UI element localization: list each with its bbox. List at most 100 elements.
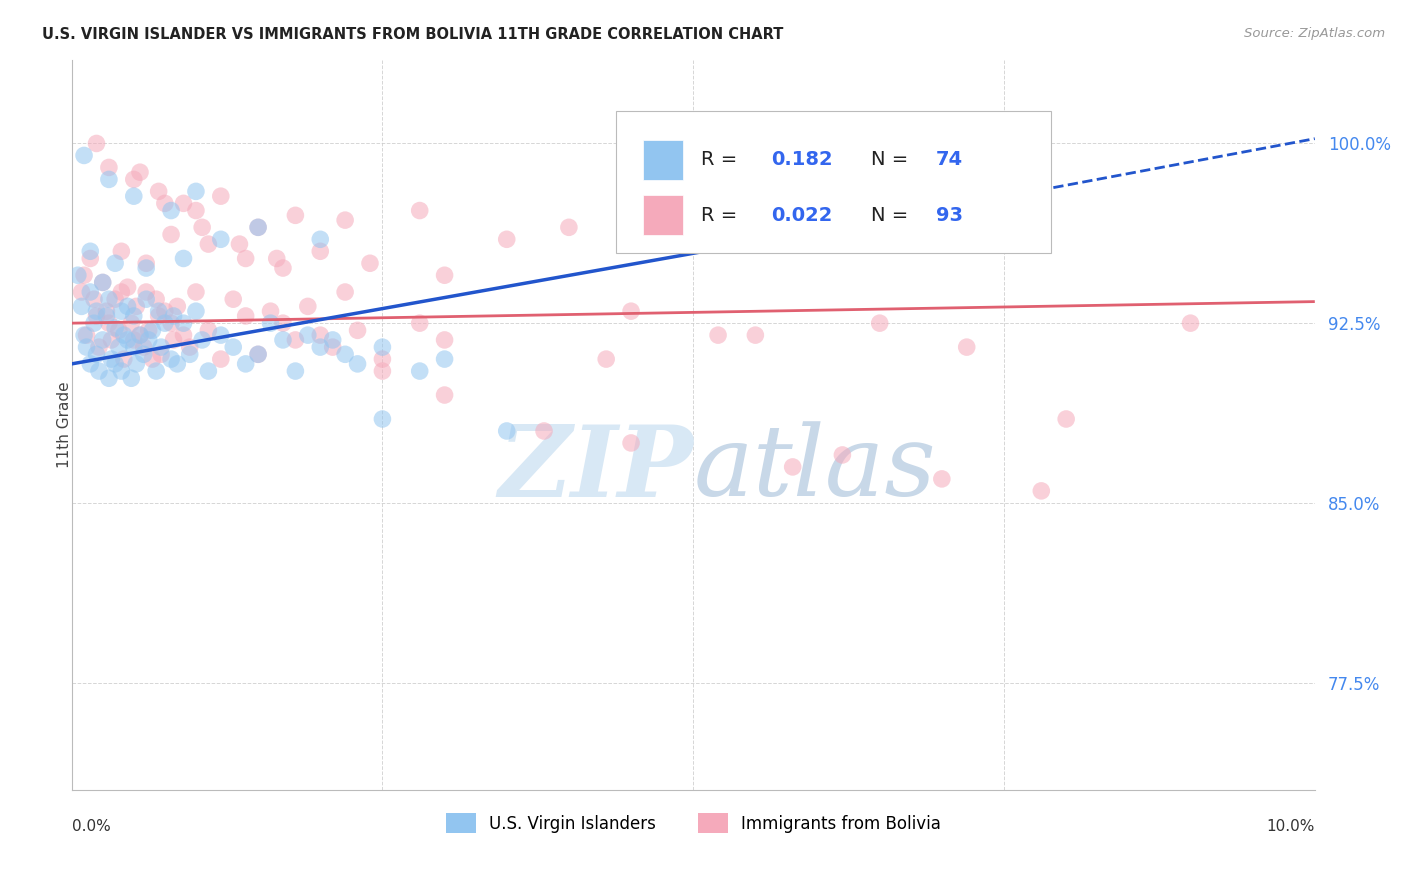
Point	[235, 252, 257, 266]
Point	[184, 185, 207, 199]
Point	[86, 347, 108, 361]
Point	[1031, 483, 1053, 498]
Point	[371, 340, 394, 354]
Point	[141, 323, 163, 337]
Text: U.S. VIRGIN ISLANDER VS IMMIGRANTS FROM BOLIVIA 11TH GRADE CORRELATION CHART: U.S. VIRGIN ISLANDER VS IMMIGRANTS FROM …	[42, 27, 783, 42]
Point	[112, 352, 135, 367]
Point	[346, 323, 368, 337]
Point	[284, 364, 307, 378]
Text: 93: 93	[935, 206, 963, 225]
Text: N =: N =	[870, 206, 914, 225]
Text: Source: ZipAtlas.com: Source: ZipAtlas.com	[1244, 27, 1385, 40]
Point	[322, 333, 344, 347]
Point	[371, 364, 394, 378]
Point	[110, 285, 132, 299]
Point	[135, 261, 157, 276]
Point	[135, 285, 157, 299]
Point	[70, 299, 93, 313]
Point	[162, 309, 184, 323]
Point	[160, 203, 183, 218]
Point	[209, 189, 232, 203]
Point	[91, 333, 114, 347]
Point	[166, 357, 188, 371]
Point	[132, 347, 155, 361]
Point	[409, 316, 432, 330]
Point	[138, 333, 160, 347]
Point	[100, 352, 122, 367]
Text: R =: R =	[700, 206, 744, 225]
Point	[97, 371, 120, 385]
Point	[184, 304, 207, 318]
Point	[495, 232, 517, 246]
Point	[173, 328, 195, 343]
Point	[73, 148, 96, 162]
Point	[782, 459, 804, 474]
Legend: U.S. Virgin Islanders, Immigrants from Bolivia: U.S. Virgin Islanders, Immigrants from B…	[446, 813, 941, 833]
Point	[117, 333, 139, 347]
Point	[83, 316, 105, 330]
Text: 0.182: 0.182	[772, 150, 834, 169]
Point	[247, 220, 270, 235]
Point	[409, 203, 432, 218]
Point	[309, 244, 332, 259]
Point	[322, 340, 344, 354]
Point	[83, 292, 105, 306]
Point	[433, 352, 456, 367]
Point	[141, 352, 163, 367]
Text: 74: 74	[935, 150, 963, 169]
Point	[150, 347, 173, 361]
Point	[359, 256, 381, 270]
Point	[79, 357, 101, 371]
Point	[160, 316, 183, 330]
Point	[117, 280, 139, 294]
Point	[97, 161, 120, 175]
Point	[100, 333, 122, 347]
Point	[191, 220, 214, 235]
Point	[73, 328, 96, 343]
Text: ZIP: ZIP	[498, 421, 693, 517]
Point	[433, 268, 456, 283]
Point	[209, 328, 232, 343]
Point	[122, 172, 145, 186]
Point	[87, 364, 110, 378]
Point	[96, 304, 118, 318]
Text: 10.0%: 10.0%	[1267, 819, 1315, 834]
Point	[707, 328, 730, 343]
Point	[184, 203, 207, 218]
Point	[148, 304, 170, 318]
Point	[66, 268, 89, 283]
Point	[110, 364, 132, 378]
Point	[91, 276, 114, 290]
Point	[247, 347, 270, 361]
Point	[433, 333, 456, 347]
Point	[1054, 412, 1077, 426]
Point	[91, 276, 114, 290]
Point	[122, 340, 145, 354]
FancyBboxPatch shape	[616, 111, 1052, 253]
Point	[122, 333, 145, 347]
Point	[179, 340, 201, 354]
Point	[247, 347, 270, 361]
Point	[129, 165, 152, 179]
Point	[97, 172, 120, 186]
Point	[433, 388, 456, 402]
Point	[197, 364, 219, 378]
Point	[122, 189, 145, 203]
Point	[135, 292, 157, 306]
Point	[117, 299, 139, 313]
Point	[153, 196, 176, 211]
Point	[533, 424, 555, 438]
Point	[108, 340, 131, 354]
Point	[558, 220, 581, 235]
Point	[160, 352, 183, 367]
Point	[235, 357, 257, 371]
Point	[110, 244, 132, 259]
Point	[956, 340, 979, 354]
Point	[222, 292, 245, 306]
Point	[284, 208, 307, 222]
Point	[108, 323, 131, 337]
Point	[931, 472, 953, 486]
Point	[409, 364, 432, 378]
Point	[132, 340, 155, 354]
Point	[179, 347, 201, 361]
